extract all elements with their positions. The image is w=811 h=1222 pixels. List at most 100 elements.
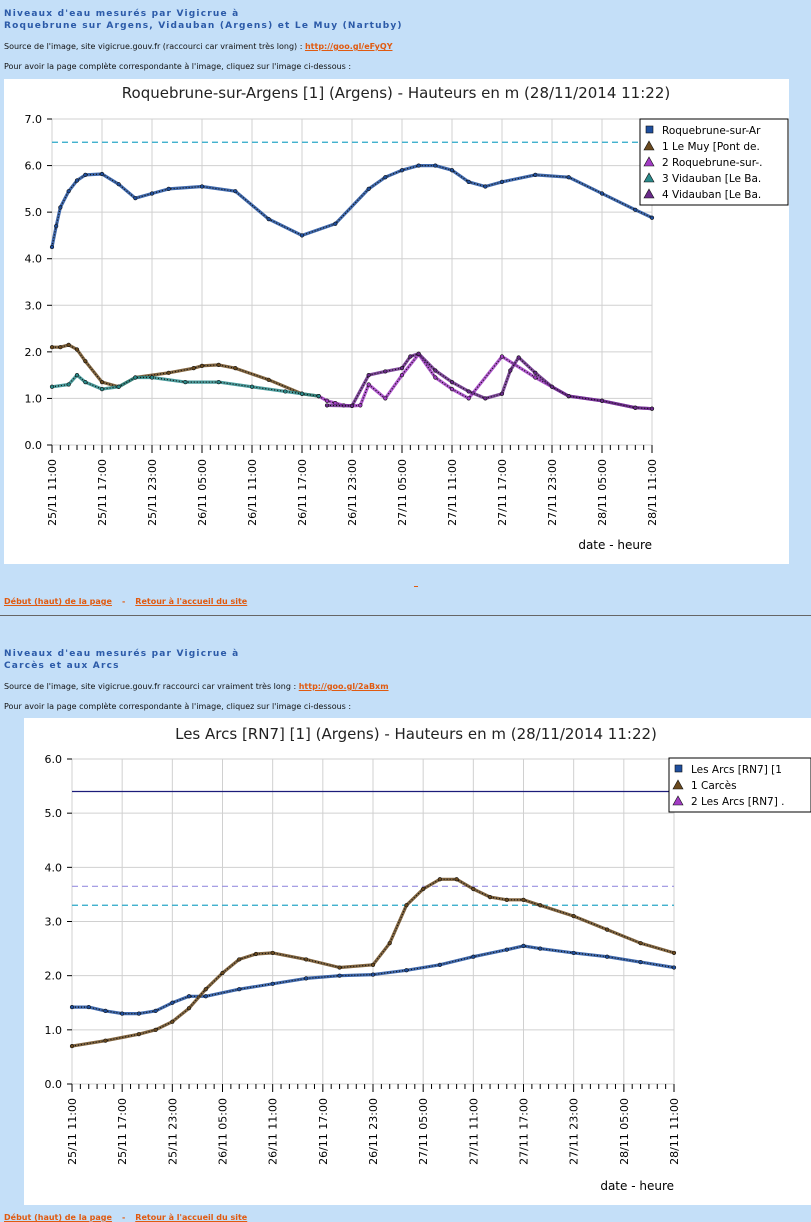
chart1-xtick-label: 27/11 23:00	[546, 459, 559, 526]
chart1-series-3-point	[49, 384, 55, 389]
chart2-series-1-point	[437, 877, 442, 882]
section1-instruction: Pour avoir la page complète correspondan…	[4, 62, 352, 71]
section2-source-text: Source de l'image, site vigicrue.gouv.fr…	[4, 682, 299, 691]
chart2-series-1-point	[521, 897, 526, 902]
chart2-xtick-label: 26/11 05:00	[217, 1098, 230, 1165]
chart1-series-4-point	[416, 351, 421, 356]
chart1-series-0-point	[433, 163, 438, 168]
chart1-legend-label-3: 3 Vidauban [Le Ba.	[662, 173, 761, 185]
section2-instruction: Pour avoir la page complète correspondan…	[4, 702, 352, 711]
chart2-series-1-point	[270, 950, 275, 956]
chart1-series-1-point	[216, 362, 221, 367]
chart2-series-1-point	[304, 957, 309, 962]
chart2-series-1-point	[103, 1038, 108, 1043]
chart1-series-3-point	[83, 380, 88, 385]
chart1-ytick-label: 3.0	[25, 299, 43, 312]
chart2-series-1-point	[504, 897, 509, 902]
chart2-xtick-label: 27/11 05:00	[417, 1098, 430, 1165]
chart1-series-1-point	[66, 342, 71, 347]
chart1-series-1-point	[199, 363, 205, 368]
chart1-series-4-point	[633, 405, 638, 410]
chart2-legend-label-0: Les Arcs [RN7] [1	[691, 764, 782, 776]
chart2-xtick-label: 27/11 11:00	[467, 1098, 480, 1165]
nav-separator-1: -	[121, 597, 126, 606]
chart2-xtick-label: 28/11 05:00	[618, 1098, 631, 1165]
top-of-page-link-2[interactable]: Début (haut) de la page	[4, 1213, 112, 1222]
chart1-series-3-point	[99, 387, 105, 392]
chart1-series-1-point	[99, 380, 105, 385]
section2-source-link[interactable]: http://goo.gl/2aBxm	[298, 682, 389, 691]
chart1-series-3-point	[216, 380, 221, 385]
chart1-series-3-point	[74, 373, 80, 378]
chart1-series-0-point	[366, 186, 371, 191]
chart2-xtick-label: 26/11 17:00	[317, 1098, 330, 1165]
chart1-svg: Roquebrune-sur-Argens [1] (Argens) - Hau…	[25, 84, 789, 552]
home-link-1[interactable]: Retour à l'accueil du site	[135, 597, 248, 606]
chart2-xtick-label: 27/11 17:00	[518, 1098, 531, 1165]
chart2-ytick-label: 0.0	[45, 1078, 63, 1091]
chart2-ytick-label: 2.0	[45, 970, 63, 983]
chart2-series-1-point	[203, 987, 208, 992]
chart1-series-0-point	[266, 217, 271, 222]
chart1-ytick-label: 5.0	[25, 206, 43, 219]
chart2-series-1-point	[220, 970, 225, 976]
home-link-2[interactable]: Retour à l'accueil du site	[135, 1213, 248, 1222]
chart2-xtick-label: 25/11 23:00	[166, 1098, 179, 1165]
chart2-series-0-point	[521, 943, 526, 948]
chart2-series-0-point	[437, 962, 442, 967]
chart1-series-1-point	[233, 366, 238, 371]
chart2-series-0-point	[638, 960, 643, 965]
chart1-legend-marker-4	[643, 188, 655, 199]
chart1-ytick-label: 2.0	[25, 346, 43, 359]
chart1-xtick-label: 26/11 23:00	[346, 459, 359, 526]
chart2-series-0-point	[103, 1008, 108, 1013]
chart2-series-1-point	[136, 1032, 141, 1037]
section1-title: Niveaux d'eau mesurés par Vigicrue à Roq…	[4, 8, 403, 32]
chart2-series-1-markers	[71, 878, 675, 1047]
chart1-series-0-point	[599, 191, 605, 196]
chart1-series-0-point	[199, 184, 205, 189]
chart2-xtick-label: 26/11 11:00	[267, 1098, 280, 1165]
chart1-series-0-point	[54, 224, 59, 229]
chart1-series-0-point	[566, 175, 571, 180]
chart1-series-2-point	[466, 396, 471, 401]
chart2-series-1-point	[404, 903, 409, 908]
chart1-series-0-point	[633, 207, 638, 212]
top-of-page-link-1[interactable]: Début (haut) de la page	[4, 597, 112, 606]
chart1-xlabel: date - heure	[578, 538, 652, 552]
chart2-series-0-point	[237, 987, 242, 992]
section1-source-link[interactable]: http://goo.gl/eFyQY	[304, 42, 393, 51]
chart1-legend: Roquebrune-sur-Ar 1 Le Muy [Pont de. 2 Roq…	[639, 118, 789, 206]
chart2-series-1-point	[370, 962, 376, 967]
chart2-ytick-label: 3.0	[45, 916, 63, 929]
chart1-ytick-label: 0.0	[25, 439, 43, 452]
chart2-xtick-label: 25/11 17:00	[116, 1098, 129, 1165]
chart1-xtick-label: 27/11 17:00	[496, 459, 509, 526]
chart2-series-1-point	[153, 1027, 158, 1032]
chart1-series-4-point	[449, 380, 455, 385]
chart1-series-4-point	[366, 373, 371, 378]
chart1-series-2-point	[324, 398, 330, 403]
chart2-series-1-point	[170, 1019, 175, 1024]
chart1-legend-label-0: Roquebrune-sur-Ar	[662, 125, 761, 137]
nav-separator-2: -	[121, 1213, 126, 1222]
chart1-series-0-point	[466, 179, 471, 184]
chart2-series-0-point	[370, 972, 376, 977]
chart1-image[interactable]: Roquebrune-sur-Argens [1] (Argens) - Hau…	[4, 79, 789, 564]
chart1-series-2-point	[499, 354, 505, 359]
section1-title-line2: Roquebrune sur Argens, Vidauban (Argens)…	[4, 21, 403, 31]
chart1-series-3-markers	[51, 374, 319, 397]
chart1-series-3-point	[249, 384, 255, 389]
chart2-series-1-point	[337, 965, 342, 970]
chart1-series-3-point	[299, 391, 305, 396]
chart2-xtick-label: 27/11 23:00	[568, 1098, 581, 1165]
chart2-legend-box	[668, 757, 811, 813]
chart1-series-0-point	[449, 168, 455, 173]
chart1-ytick-label: 1.0	[25, 392, 43, 405]
chart2-series-0-point	[471, 954, 476, 959]
chart2-series-0-point	[404, 968, 409, 973]
chart1-legend-marker-3	[643, 172, 655, 183]
chart1-series-1-markers	[52, 344, 319, 397]
chart2-series-0-point	[170, 1000, 175, 1005]
chart2-image[interactable]: Les Arcs [RN7] [1] (Argens) - Hauteurs e…	[24, 718, 811, 1205]
